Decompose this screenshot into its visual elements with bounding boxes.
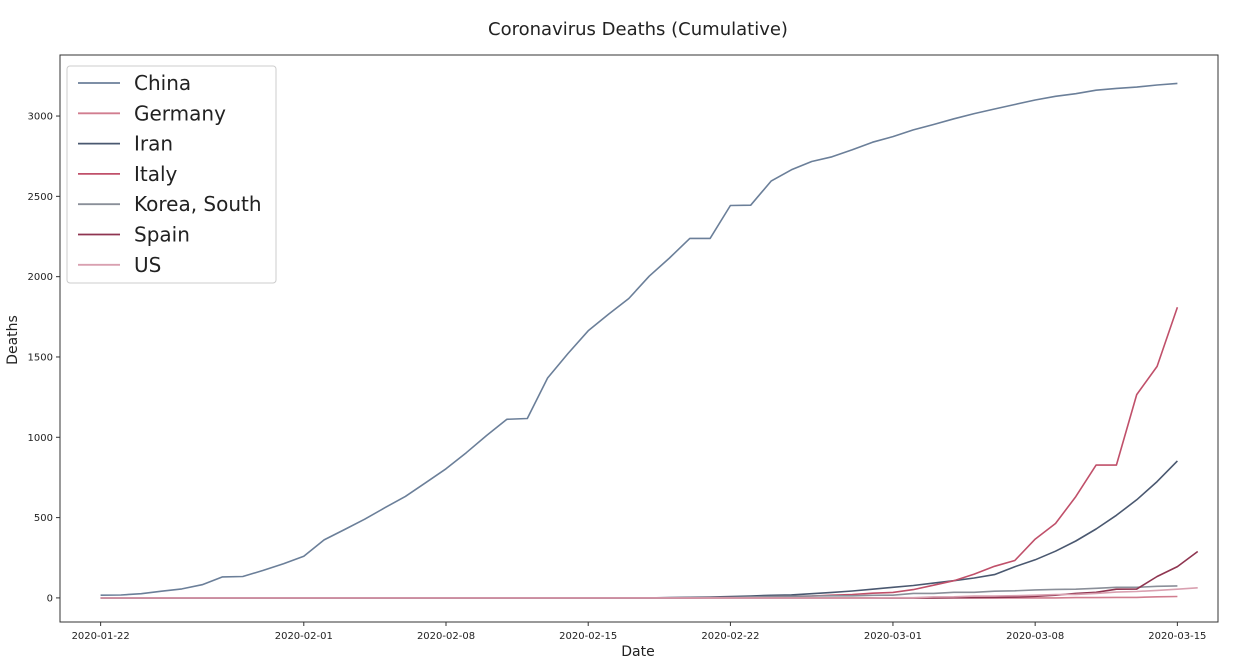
x-tick-label: 2020-02-15 [559, 631, 617, 642]
legend-label: Iran [134, 132, 173, 156]
x-tick-label: 2020-02-08 [417, 631, 475, 642]
x-tick-label: 2020-01-22 [72, 631, 130, 642]
x-tick-label: 2020-03-15 [1148, 631, 1206, 642]
y-tick-label: 2000 [28, 272, 53, 283]
x-tick-label: 2020-02-22 [701, 631, 759, 642]
series-line-spain [100, 550, 1199, 599]
y-tick-label: 2500 [28, 192, 53, 203]
y-tick-label: 1000 [28, 433, 53, 444]
y-tick-label: 0 [47, 593, 53, 604]
plot-frame [59, 54, 1219, 623]
series-line-china [100, 82, 1178, 596]
y-tick-label: 1500 [28, 352, 53, 363]
y-tick-label: 3000 [28, 112, 53, 123]
series-line-us [100, 587, 1198, 599]
plot-area [59, 54, 1219, 623]
series-lines [100, 82, 1199, 599]
chart-title: Coronavirus Deaths (Cumulative) [488, 19, 788, 40]
x-tick-label: 2020-03-08 [1006, 631, 1064, 642]
x-axis-label: Date [621, 644, 654, 660]
legend-label: Italy [134, 162, 178, 186]
legend-label: Korea, South [134, 192, 262, 216]
legend: China Germany Iran Italy Korea, South Spain US [66, 65, 277, 284]
x-axis: 2020-01-22 2020-02-01 2020-02-08 2020-02-15… [72, 622, 1206, 642]
y-axis: 0 500 1000 1500 2000 2500 3000 [28, 112, 60, 604]
legend-label: Germany [134, 101, 226, 125]
y-axis-label: Deaths [5, 315, 21, 365]
y-tick-label: 500 [34, 513, 53, 524]
x-tick-label: 2020-03-01 [864, 631, 922, 642]
legend-label: China [134, 71, 191, 95]
legend-label: US [134, 253, 161, 277]
series-line-iran [100, 460, 1178, 599]
series-line-italy [100, 307, 1179, 599]
legend-label: Spain [134, 223, 190, 247]
x-tick-label: 2020-02-01 [275, 631, 333, 642]
legend-box [66, 65, 277, 284]
